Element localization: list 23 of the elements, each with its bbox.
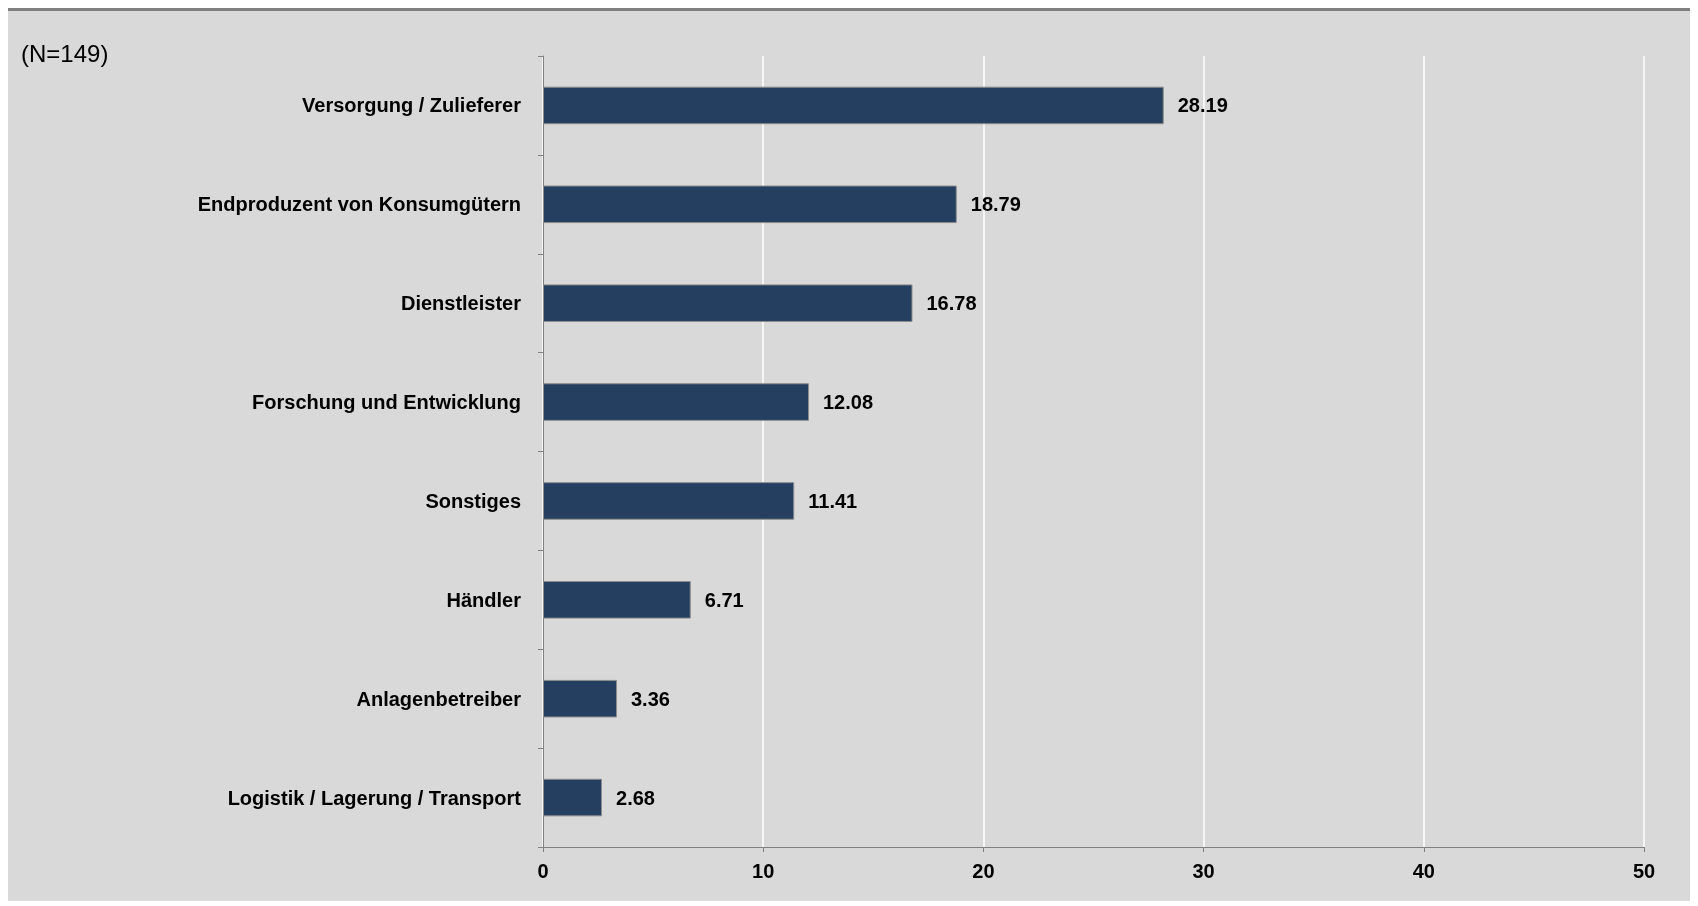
x-tick-label: 30 — [1192, 860, 1215, 882]
data-label: 2.68 — [616, 786, 655, 809]
y-tick-label: Sonstiges — [425, 489, 521, 512]
y-tick-label: Anlagenbetreiber — [356, 687, 522, 710]
x-tick-label: 50 — [1632, 860, 1656, 882]
data-label: 28.19 — [1177, 94, 1228, 117]
x-tick-label: 10 — [752, 860, 775, 882]
data-label: 18.79 — [970, 193, 1021, 216]
y-tick-label: Dienstleister — [400, 292, 522, 315]
y-tick-label: Forschung und Entwicklung — [252, 391, 521, 414]
x-tick-label: 40 — [1412, 860, 1435, 882]
y-tick-label: Logistik / Lagerung / Transport — [227, 786, 522, 809]
data-label: 11.41 — [808, 489, 858, 512]
y-tick-label: Versorgung / Zulieferer — [302, 94, 522, 117]
data-label: 12.08 — [823, 391, 874, 414]
x-tick-label: 20 — [972, 860, 995, 882]
data-label: 6.71 — [704, 588, 744, 611]
data-label: 16.78 — [926, 292, 977, 315]
y-tick-label: Händler — [446, 588, 522, 611]
text: (N=149) — [21, 39, 109, 67]
data-label: 3.36 — [630, 687, 670, 710]
x-tick-label: 0 — [537, 860, 549, 882]
y-tick-label: Endproduzent von Konsumgütern — [197, 193, 521, 216]
